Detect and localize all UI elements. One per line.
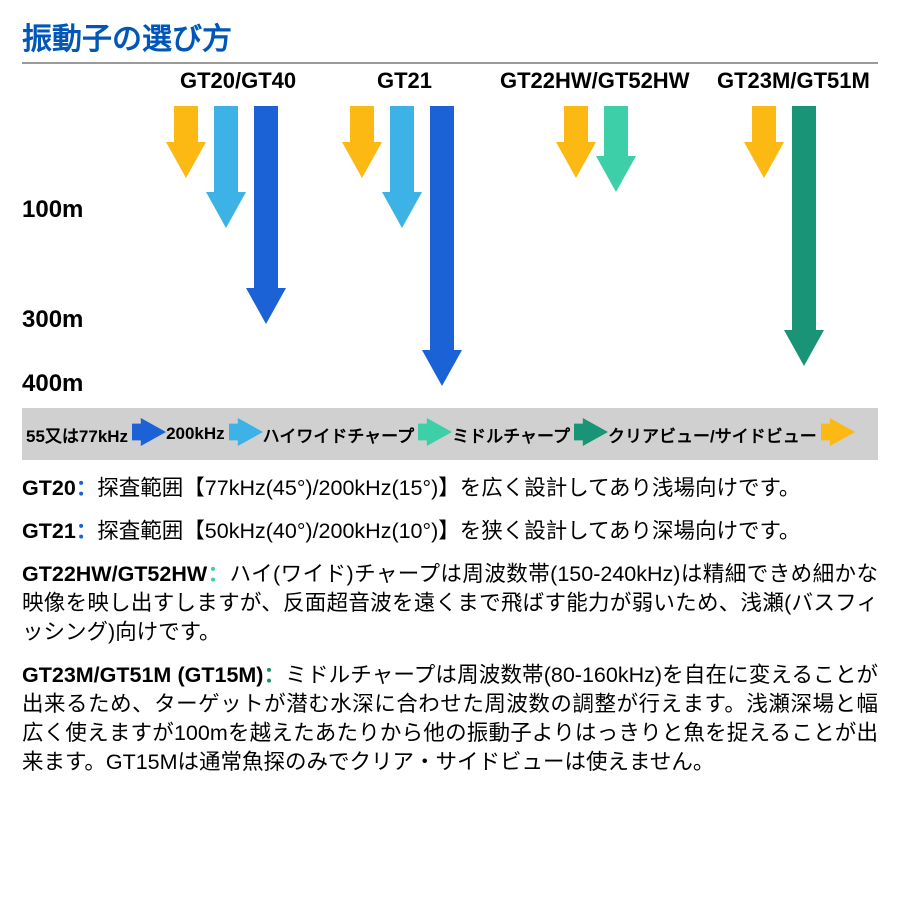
depth-arrow xyxy=(784,106,824,366)
description-text: 探査範囲【77kHz(45°)/200kHz(15°)】を広く設計してあり浅場向… xyxy=(97,476,800,500)
description-paragraph: GT22HW/GT52HW：ハイ(ワイド)チャープは周波数帯(150-240kH… xyxy=(22,560,878,647)
description-paragraph: GT20：探査範囲【77kHz(45°)/200kHz(15°)】を広く設計して… xyxy=(22,474,878,503)
depth-arrow xyxy=(596,106,636,192)
column-header: GT23M/GT51M xyxy=(717,68,870,94)
legend-label: ミドルチャープ xyxy=(452,422,570,447)
legend-item: 200kHz xyxy=(166,418,263,451)
column-header: GT20/GT40 xyxy=(180,68,296,94)
description-key: GT23M/GT51M (GT15M) xyxy=(22,663,263,687)
description-paragraph: GT21：探査範囲【50kHz(40°)/200kHz(10°)】を狭く設計して… xyxy=(22,517,878,546)
depth-arrow xyxy=(382,106,422,228)
depth-arrow xyxy=(206,106,246,228)
legend-bar: 55又は77kHz 200kHz ハイワイドチャープ ミドルチャープ クリアビュ… xyxy=(22,408,878,460)
page-title: 振動子の選び方 xyxy=(22,14,878,64)
description-text: 探査範囲【50kHz(40°)/200kHz(10°)】を狭く設計してあり深場向… xyxy=(97,519,800,543)
legend-arrow-icon xyxy=(229,418,263,451)
depth-arrow xyxy=(166,106,206,178)
description-colon: ： xyxy=(76,476,98,500)
depth-arrow xyxy=(556,106,596,178)
depth-arrow xyxy=(744,106,784,178)
legend-arrow-icon xyxy=(418,418,452,451)
legend-label: 55又は77kHz xyxy=(26,422,128,447)
legend-item: ハイワイドチャープ xyxy=(263,418,452,451)
legend-item: クリアビュー/サイドビュー xyxy=(608,418,855,451)
legend-item: 55又は77kHz xyxy=(26,418,166,451)
description-colon: ： xyxy=(76,519,98,543)
depth-arrow xyxy=(422,106,462,386)
description-colon: ： xyxy=(263,663,285,687)
legend-label: 200kHz xyxy=(166,424,225,444)
depth-chart: GT20/GT40GT21GT22HW/GT52HWGT23M/GT51M 10… xyxy=(22,68,878,408)
description-key: GT22HW/GT52HW xyxy=(22,562,207,586)
legend-arrow-icon xyxy=(574,418,608,451)
depth-arrow xyxy=(246,106,286,324)
description-key: GT21 xyxy=(22,519,76,543)
description-colon: ： xyxy=(207,562,229,586)
description-paragraph: GT23M/GT51M (GT15M)：ミドルチャープは周波数帯(80-160k… xyxy=(22,661,878,777)
column-header: GT21 xyxy=(377,68,432,94)
legend-label: ハイワイドチャープ xyxy=(263,422,414,447)
legend-arrow-icon xyxy=(821,418,855,451)
legend-arrow-icon xyxy=(132,418,166,451)
legend-item: ミドルチャープ xyxy=(452,418,608,451)
legend-label: クリアビュー/サイドビュー xyxy=(608,422,817,447)
column-header: GT22HW/GT52HW xyxy=(500,68,689,94)
description-key: GT20 xyxy=(22,476,76,500)
descriptions: GT20：探査範囲【77kHz(45°)/200kHz(15°)】を広く設計して… xyxy=(22,474,878,777)
depth-arrow xyxy=(342,106,382,178)
